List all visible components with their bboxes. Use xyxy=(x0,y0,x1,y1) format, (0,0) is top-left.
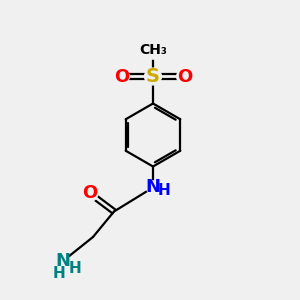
Circle shape xyxy=(159,185,170,196)
Text: CH₃: CH₃ xyxy=(139,43,167,56)
Circle shape xyxy=(114,69,129,84)
Circle shape xyxy=(143,40,163,59)
Text: O: O xyxy=(82,184,98,202)
Circle shape xyxy=(82,186,98,201)
Circle shape xyxy=(56,254,70,268)
Text: N: N xyxy=(146,178,160,196)
Circle shape xyxy=(70,263,80,274)
Text: S: S xyxy=(146,67,160,86)
Text: H: H xyxy=(52,266,65,281)
Circle shape xyxy=(53,268,64,279)
Text: O: O xyxy=(114,68,129,85)
Circle shape xyxy=(177,69,192,84)
Circle shape xyxy=(146,181,160,194)
Text: O: O xyxy=(177,68,192,85)
Text: H: H xyxy=(158,183,171,198)
Text: H: H xyxy=(69,261,81,276)
Circle shape xyxy=(145,68,161,85)
Text: N: N xyxy=(56,252,70,270)
